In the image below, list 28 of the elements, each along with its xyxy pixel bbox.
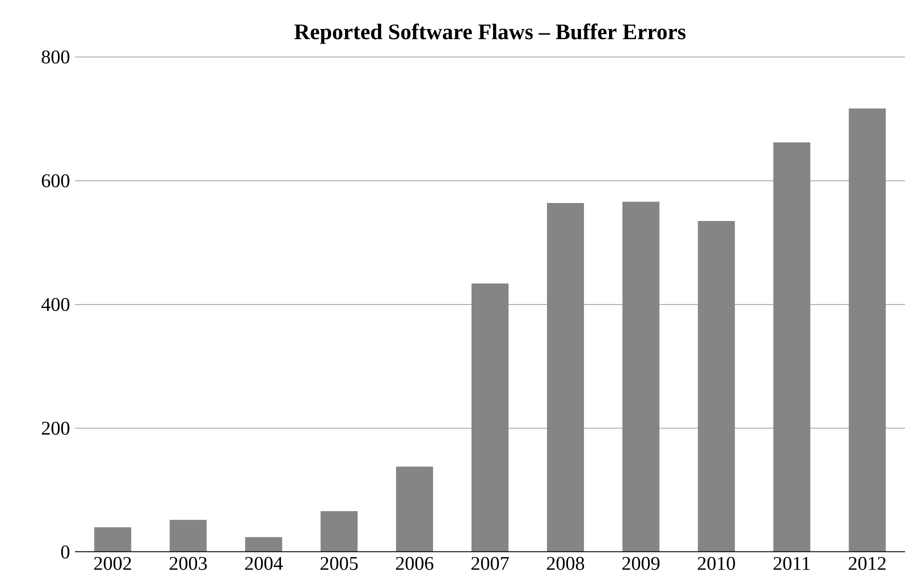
bar (848, 108, 886, 552)
y-tick-label: 200 (42, 422, 70, 435)
y-tick-label: 0 (61, 545, 70, 559)
chart-title: Reported Software Flaws – Buffer Errors (294, 24, 686, 44)
bar (94, 527, 132, 552)
x-tick-label: 2012 (848, 556, 886, 570)
x-tick-label: 2006 (396, 556, 434, 570)
y-tick-label: 400 (41, 298, 70, 312)
bar (396, 466, 434, 552)
bar (622, 202, 660, 552)
x-tick-label: 2009 (622, 556, 660, 570)
x-tick-label: 2010 (698, 556, 735, 570)
bar (546, 203, 584, 552)
x-tick-label: 2003 (170, 556, 207, 570)
y-tick-label: 800 (42, 50, 70, 64)
x-tick-label: 2007 (471, 556, 509, 570)
bar (472, 283, 509, 552)
bar (320, 511, 358, 552)
y-tick-label: 600 (42, 174, 70, 188)
x-tick-label: 2005 (320, 556, 358, 570)
bar (245, 537, 282, 552)
x-tick-label: 2004 (245, 556, 283, 570)
x-tick-label: 2002 (94, 556, 132, 570)
bar (773, 142, 810, 552)
x-tick-label: 2011 (774, 556, 810, 570)
bar (170, 520, 207, 552)
bar (698, 220, 735, 552)
x-tick-label: 2008 (546, 556, 584, 570)
